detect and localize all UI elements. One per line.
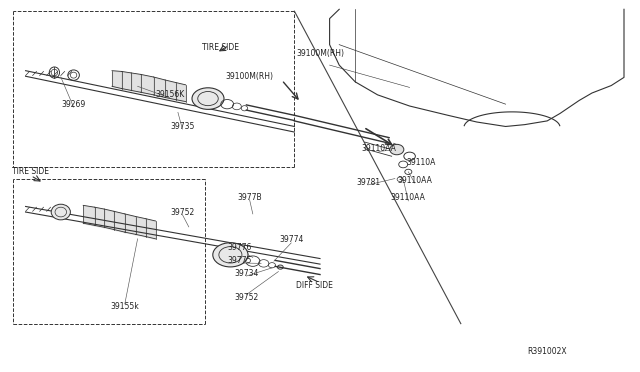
- Ellipse shape: [212, 243, 248, 267]
- Text: DIFF SIDE: DIFF SIDE: [296, 281, 333, 290]
- Ellipse shape: [390, 144, 404, 155]
- Text: 39110AA: 39110AA: [397, 176, 432, 185]
- Text: 39100M(RH): 39100M(RH): [296, 49, 344, 58]
- Text: 39110A: 39110A: [406, 158, 436, 167]
- Text: R391002X: R391002X: [527, 347, 567, 356]
- Text: 39155k: 39155k: [111, 302, 139, 311]
- Text: 39110AA: 39110AA: [391, 193, 426, 202]
- Text: TIRE SIDE: TIRE SIDE: [202, 43, 239, 52]
- Text: 39100M(RH): 39100M(RH): [226, 72, 274, 81]
- Text: 39735: 39735: [170, 122, 195, 131]
- Text: 39110AA: 39110AA: [362, 144, 396, 153]
- Text: 3977B: 3977B: [237, 193, 262, 202]
- Text: 39776: 39776: [228, 243, 252, 252]
- Text: 39775: 39775: [228, 256, 252, 265]
- Text: 39734: 39734: [234, 269, 259, 278]
- Text: 39752: 39752: [234, 293, 259, 302]
- Ellipse shape: [192, 88, 224, 109]
- Ellipse shape: [51, 204, 70, 220]
- Text: 39269: 39269: [61, 100, 86, 109]
- Text: 39774: 39774: [279, 235, 303, 244]
- Text: 39156K: 39156K: [155, 90, 184, 99]
- Text: 39752: 39752: [170, 208, 195, 217]
- Text: TIRE SIDE: TIRE SIDE: [12, 167, 49, 176]
- Text: 39781: 39781: [356, 178, 380, 187]
